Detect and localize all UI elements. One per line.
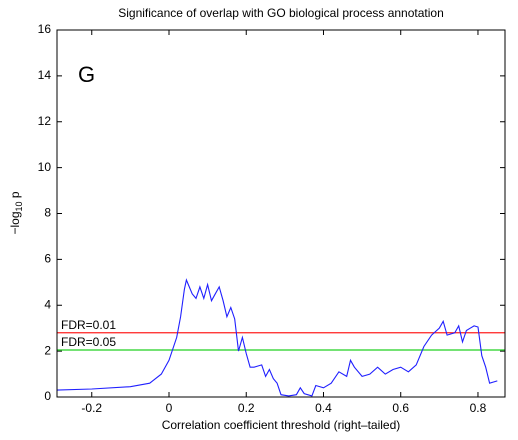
y-tick-label: 8 bbox=[44, 206, 51, 220]
x-tick-label: 0.6 bbox=[392, 401, 409, 415]
y-tick-label: 4 bbox=[44, 297, 51, 311]
panel-label: G bbox=[78, 62, 95, 87]
threshold-label: FDR=0.01 bbox=[61, 318, 116, 332]
y-axis-label-sub: 10 bbox=[14, 201, 24, 211]
x-tick-label: 0 bbox=[166, 401, 173, 415]
data-line bbox=[56, 278, 498, 397]
y-tick-label: 16 bbox=[38, 22, 52, 36]
y-axis-label-suffix: p bbox=[8, 191, 22, 201]
plot-frame bbox=[56, 29, 506, 398]
x-tick-label: 0.4 bbox=[315, 401, 332, 415]
threshold-label: FDR=0.05 bbox=[61, 335, 116, 349]
y-tick-label: 12 bbox=[38, 114, 52, 128]
y-axis-label-main: −log bbox=[8, 212, 22, 235]
y-tick-label: 14 bbox=[38, 68, 52, 82]
y-tick-label: 6 bbox=[44, 252, 51, 266]
x-tick-label: -0.2 bbox=[81, 401, 102, 415]
y-tick-label: 2 bbox=[44, 343, 51, 357]
y-axis-label: −log10 p bbox=[8, 191, 24, 234]
x-axis-label: Correlation coefficient threshold (right… bbox=[162, 418, 401, 432]
x-tick-label: 0.2 bbox=[238, 401, 255, 415]
y-tick-label: 0 bbox=[44, 389, 51, 403]
y-tick-label: 10 bbox=[38, 160, 52, 174]
x-tick-label: 0.8 bbox=[470, 401, 487, 415]
chart-title: Significance of overlap with GO biologic… bbox=[118, 6, 444, 20]
